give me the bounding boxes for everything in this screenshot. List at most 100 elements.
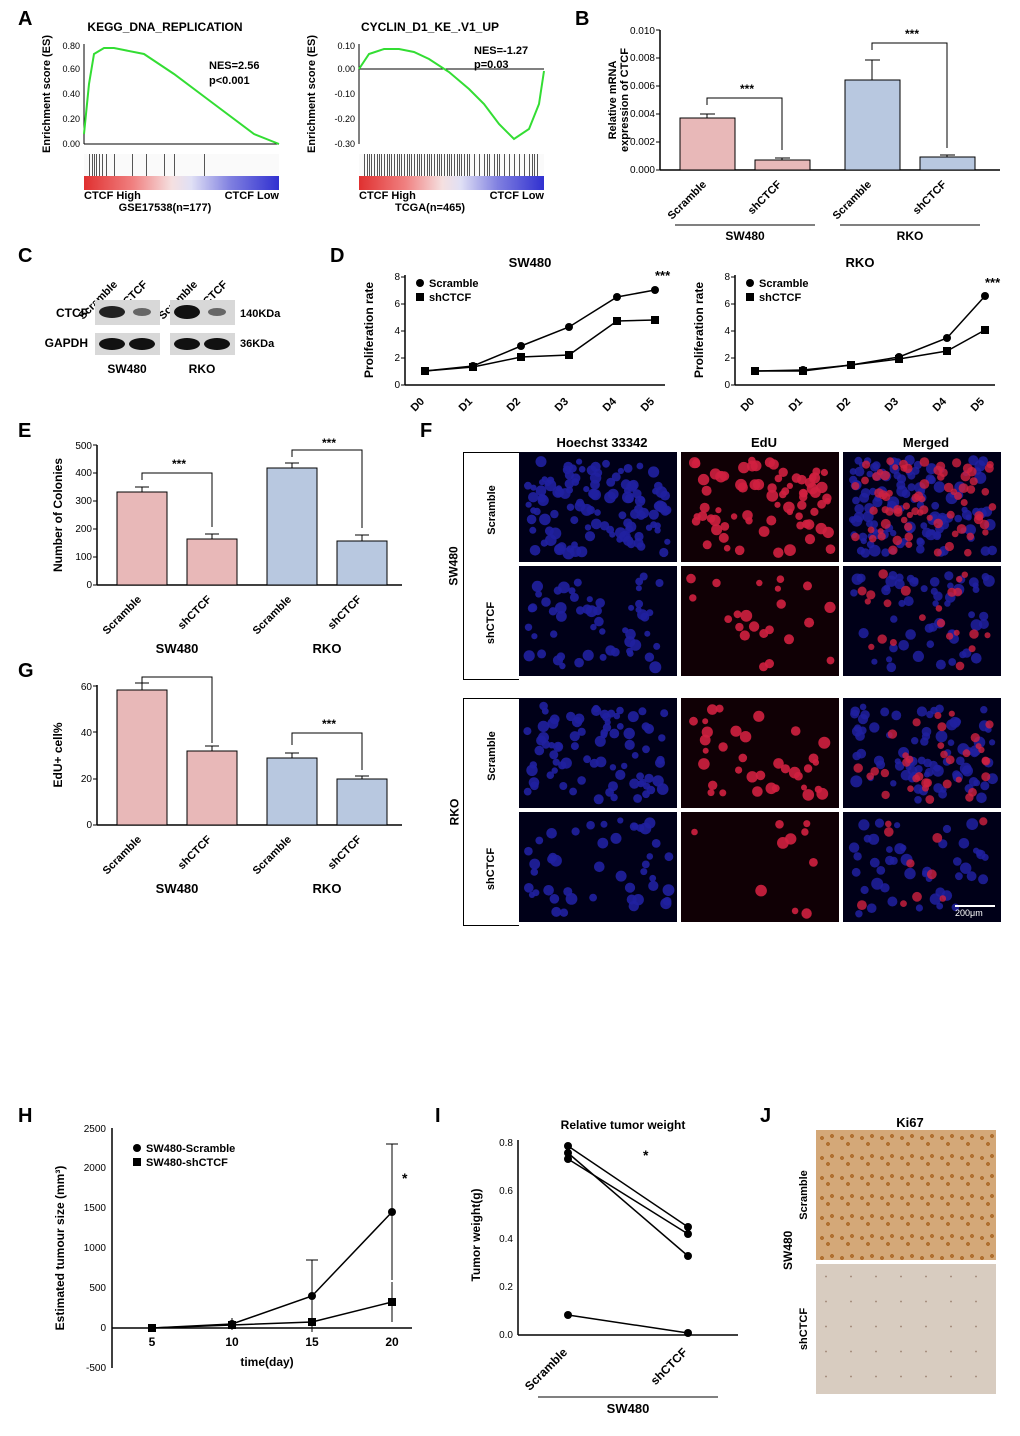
svg-text:RKO: RKO	[313, 881, 342, 895]
svg-text:Scramble: Scramble	[831, 179, 875, 223]
svg-text:Scramble: Scramble	[666, 179, 710, 223]
svg-text:RKO: RKO	[189, 362, 216, 376]
svg-text:-0.20: -0.20	[334, 114, 355, 124]
svg-text:4: 4	[394, 326, 400, 337]
ki67-shctcf	[816, 1264, 996, 1394]
svg-text:D0: D0	[739, 396, 757, 414]
svg-text:0.80: 0.80	[62, 41, 80, 51]
micro-edu	[681, 698, 839, 808]
svg-text:p=0.03: p=0.03	[474, 59, 509, 71]
gsea-left-ylabel: Enrichment score (ES)	[0, 87, 107, 101]
gsea-left-xhigh: CTCF High	[84, 190, 141, 202]
micro-merged: 200μm	[843, 812, 1001, 922]
svg-text:4: 4	[724, 326, 730, 337]
svg-text:0.0: 0.0	[499, 1330, 513, 1341]
j-title: Ki67	[820, 1115, 1000, 1130]
svg-text:SW480: SW480	[607, 1401, 650, 1415]
micro-hoechst	[519, 698, 677, 808]
panel-c-label: C	[18, 245, 32, 268]
svg-text:Proliferation rate: Proliferation rate	[692, 282, 706, 378]
svg-text:*: *	[402, 1170, 408, 1186]
svg-text:400: 400	[75, 468, 92, 479]
micro-edu	[681, 812, 839, 922]
gsea-right-rank	[359, 176, 544, 190]
svg-text:0.2: 0.2	[499, 1282, 513, 1293]
svg-text:2500: 2500	[84, 1124, 107, 1135]
svg-text:0.00: 0.00	[337, 64, 355, 74]
svg-text:D1: D1	[787, 396, 805, 414]
gsea-left-title: KEGG_DNA_REPLICATION	[40, 20, 290, 34]
panel-g-label: G	[18, 660, 34, 683]
svg-text:GAPDH: GAPDH	[45, 336, 88, 350]
svg-text:Relative tumor weight: Relative tumor weight	[561, 1118, 686, 1132]
svg-text:shCTCF: shCTCF	[176, 833, 214, 871]
svg-text:140KDa: 140KDa	[240, 308, 281, 320]
panel-i-label: I	[435, 1105, 441, 1128]
svg-text:0.60: 0.60	[62, 64, 80, 74]
svg-text:36KDa: 36KDa	[240, 338, 275, 350]
panel-b-chart: 0.000 0.002 0.004 0.006 0.008 0.010 *** …	[600, 20, 1010, 240]
svg-text:D4: D4	[601, 395, 620, 414]
svg-text:D0: D0	[409, 396, 427, 414]
svg-text:EdU+ cell%: EdU+ cell%	[51, 722, 65, 787]
panel-i-chart: Relative tumor weight 0.0 0.2 0.4 0.6 0.…	[458, 1115, 758, 1415]
svg-text:100: 100	[75, 552, 92, 563]
svg-text:20: 20	[385, 1335, 399, 1349]
gsea-right: CYCLIN_D1_KE_.V1_UP Enrichment score (ES…	[305, 20, 555, 214]
micro-hoechst	[519, 566, 677, 676]
svg-text:40: 40	[81, 728, 93, 739]
svg-text:Number of Colonies: Number of Colonies	[51, 458, 65, 572]
svg-text:300: 300	[75, 496, 92, 507]
gsea-left-sub: GSE17538(n=177)	[40, 202, 290, 214]
svg-text:0.002: 0.002	[630, 137, 655, 148]
svg-text:shCTCF: shCTCF	[759, 292, 801, 304]
svg-text:SW480-Scramble: SW480-Scramble	[146, 1143, 235, 1155]
svg-text:SW480: SW480	[725, 229, 765, 240]
svg-text:SW480: SW480	[509, 255, 552, 270]
svg-text:***: ***	[905, 27, 919, 41]
panel-d-left: SW480 02468 *** D0 D1 D2 D3 D4 D5 Prolif…	[355, 255, 675, 415]
svg-text:15: 15	[305, 1335, 319, 1349]
svg-text:0: 0	[86, 820, 92, 831]
svg-text:SW480: SW480	[156, 881, 199, 895]
svg-text:*: *	[643, 1147, 649, 1163]
svg-text:0.10: 0.10	[337, 41, 355, 51]
svg-text:1500: 1500	[84, 1203, 107, 1214]
svg-text:6: 6	[394, 299, 400, 310]
svg-text:NES=-1.27: NES=-1.27	[474, 45, 528, 57]
svg-text:SW480-shCTCF: SW480-shCTCF	[146, 1157, 228, 1169]
svg-text:NES=2.56: NES=2.56	[209, 60, 259, 72]
svg-text:Scramble: Scramble	[251, 834, 295, 878]
svg-text:shCTCF: shCTCF	[429, 292, 471, 304]
svg-text:***: ***	[172, 457, 186, 471]
svg-text:2000: 2000	[84, 1163, 107, 1174]
svg-text:Scramble: Scramble	[101, 594, 145, 638]
svg-text:0.000: 0.000	[630, 165, 655, 176]
svg-text:2: 2	[394, 353, 400, 364]
svg-text:5: 5	[149, 1335, 156, 1349]
svg-text:1000: 1000	[84, 1243, 107, 1254]
svg-text:Proliferation rate: Proliferation rate	[362, 282, 376, 378]
svg-text:Scramble: Scramble	[429, 278, 479, 290]
svg-text:shCTCF: shCTCF	[911, 178, 949, 216]
gsea-right-ylabel: Enrichment score (ES)	[252, 87, 372, 101]
svg-text:Scramble: Scramble	[251, 594, 295, 638]
svg-text:shCTCF: shCTCF	[326, 833, 364, 871]
j-row1: Scramble	[798, 1170, 810, 1220]
f-col3: Merged	[847, 435, 1005, 450]
svg-text:shCTCF: shCTCF	[648, 1345, 690, 1387]
panel-f-grid: Hoechst 33342 EdU Merged SW480Scramblesh…	[445, 435, 1005, 926]
svg-text:RKO: RKO	[313, 641, 342, 655]
svg-text:0.006: 0.006	[630, 81, 655, 92]
svg-text:20: 20	[81, 774, 93, 785]
gsea-right-ticks	[359, 154, 544, 176]
panel-j-images: Ki67 SW480 Scramble shCTCF	[780, 1115, 1000, 1394]
svg-text:D1: D1	[457, 396, 475, 414]
micro-hoechst	[519, 452, 677, 562]
svg-text:2: 2	[724, 353, 730, 364]
svg-text:D4: D4	[931, 395, 950, 414]
svg-text:0: 0	[100, 1323, 106, 1334]
svg-text:8: 8	[394, 272, 400, 283]
micro-merged	[843, 566, 1001, 676]
svg-text:RKO: RKO	[846, 255, 875, 270]
